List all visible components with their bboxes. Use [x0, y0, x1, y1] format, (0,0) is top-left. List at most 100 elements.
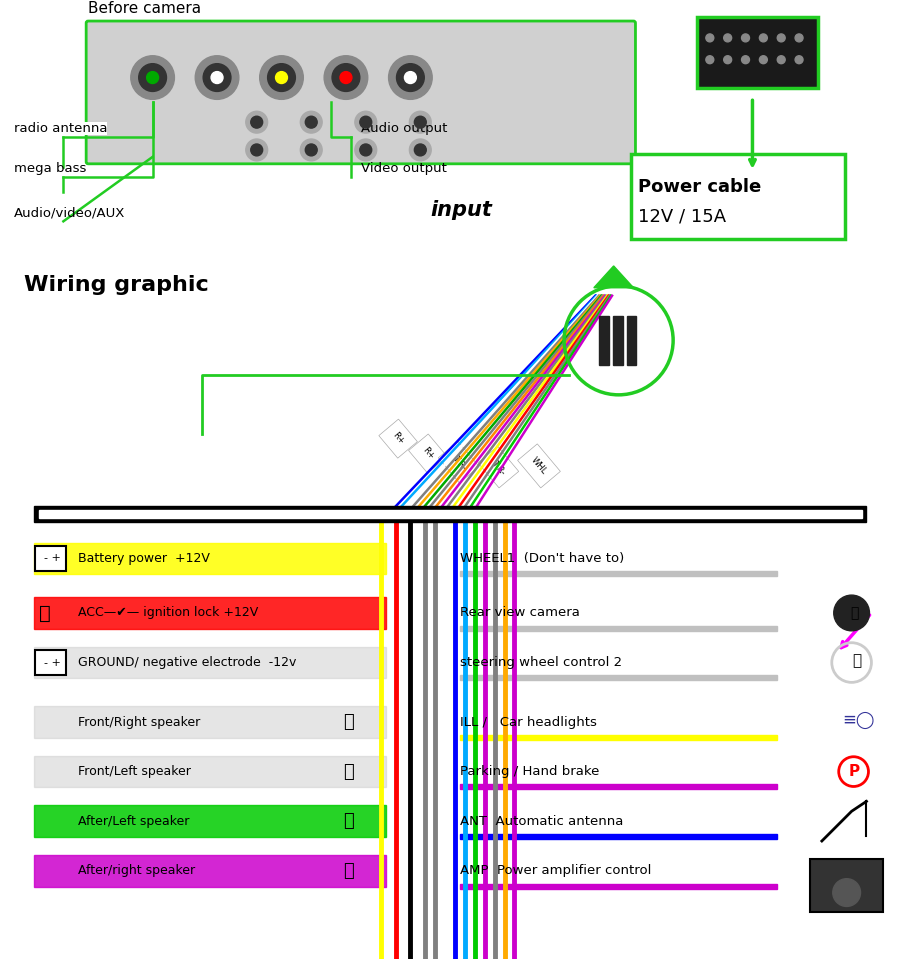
Text: Before camera: Before camera: [88, 1, 201, 16]
FancyBboxPatch shape: [696, 17, 817, 88]
Text: radio antenna: radio antenna: [14, 122, 107, 135]
FancyBboxPatch shape: [35, 546, 67, 572]
Circle shape: [832, 878, 860, 906]
Text: ACC—✔— ignition lock +12V: ACC—✔— ignition lock +12V: [78, 606, 258, 620]
Bar: [34, 646, 385, 678]
Text: - +: - +: [44, 658, 60, 667]
Text: 🔊: 🔊: [343, 812, 353, 830]
Text: ≡◯: ≡◯: [842, 711, 874, 729]
Bar: [34, 854, 385, 887]
Circle shape: [195, 56, 239, 100]
Bar: [34, 706, 385, 737]
Text: P: P: [848, 764, 859, 779]
Text: Audio output: Audio output: [361, 122, 446, 135]
Text: R+: R+: [390, 431, 405, 446]
Bar: [459, 626, 776, 631]
Circle shape: [409, 139, 431, 161]
Text: 🔊: 🔊: [343, 713, 353, 731]
Circle shape: [794, 56, 803, 63]
Circle shape: [404, 72, 416, 83]
Circle shape: [130, 56, 174, 100]
Text: Wiring graphic: Wiring graphic: [24, 274, 209, 294]
Bar: [599, 316, 608, 365]
Text: After/right speaker: After/right speaker: [78, 864, 195, 877]
Circle shape: [246, 111, 267, 133]
Text: Rear view camera: Rear view camera: [459, 606, 579, 620]
Circle shape: [833, 596, 868, 631]
FancyBboxPatch shape: [630, 153, 844, 239]
Text: Front/Right speaker: Front/Right speaker: [78, 715, 200, 729]
Circle shape: [360, 144, 372, 156]
Text: T R-: T R-: [449, 453, 466, 471]
Text: WHEEL1  (Don't have to): WHEEL1 (Don't have to): [459, 552, 623, 565]
Circle shape: [138, 63, 167, 91]
Circle shape: [794, 34, 803, 42]
Circle shape: [409, 111, 431, 133]
Circle shape: [388, 56, 432, 100]
Text: mega bass: mega bass: [14, 162, 86, 175]
Text: After/Left speaker: After/Left speaker: [78, 815, 189, 828]
Text: input: input: [430, 200, 492, 221]
Text: WHL: WHL: [528, 456, 548, 477]
Bar: [34, 806, 385, 837]
FancyBboxPatch shape: [86, 21, 635, 164]
Text: 🎡: 🎡: [851, 653, 860, 668]
Circle shape: [354, 139, 376, 161]
Circle shape: [705, 34, 713, 42]
Circle shape: [305, 144, 317, 156]
Bar: [34, 597, 385, 629]
Circle shape: [267, 63, 295, 91]
Bar: [38, 510, 861, 518]
Bar: [612, 316, 622, 365]
Circle shape: [354, 111, 376, 133]
Bar: [626, 316, 636, 365]
Text: ILL /   Car headlights: ILL / Car headlights: [459, 715, 596, 729]
Polygon shape: [593, 266, 633, 288]
Text: T R-: T R-: [489, 458, 507, 477]
Circle shape: [300, 111, 322, 133]
Text: Battery power  +12V: Battery power +12V: [78, 552, 210, 565]
Circle shape: [759, 34, 766, 42]
Text: 🔊: 🔊: [343, 762, 353, 781]
Circle shape: [203, 63, 230, 91]
Bar: [459, 675, 776, 680]
Circle shape: [741, 56, 749, 63]
Text: Parking / Hand brake: Parking / Hand brake: [459, 765, 599, 778]
Text: Power cable: Power cable: [638, 177, 761, 196]
Circle shape: [723, 34, 731, 42]
Circle shape: [147, 72, 159, 83]
Circle shape: [275, 72, 287, 83]
Text: GROUND/ negative electrode  -12v: GROUND/ negative electrode -12v: [78, 656, 296, 669]
Circle shape: [260, 56, 303, 100]
Text: 12V / 15A: 12V / 15A: [638, 207, 726, 225]
Text: 🔊: 🔊: [343, 862, 353, 879]
Circle shape: [705, 56, 713, 63]
Text: - +: - +: [44, 553, 60, 564]
Circle shape: [360, 116, 372, 129]
Circle shape: [210, 72, 223, 83]
Circle shape: [251, 144, 262, 156]
Bar: [459, 883, 776, 889]
Text: Audio/video/AUX: Audio/video/AUX: [14, 206, 125, 220]
Text: 🚗: 🚗: [38, 603, 50, 622]
Circle shape: [323, 56, 367, 100]
Circle shape: [414, 144, 425, 156]
Text: Front/Left speaker: Front/Left speaker: [78, 765, 191, 778]
Text: ANT  Automatic antenna: ANT Automatic antenna: [459, 815, 622, 828]
Circle shape: [414, 116, 425, 129]
Text: 📷: 📷: [849, 606, 858, 620]
Bar: [459, 834, 776, 839]
Text: R+: R+: [420, 446, 435, 461]
Bar: [34, 756, 385, 787]
Text: Video output: Video output: [361, 162, 446, 175]
Circle shape: [300, 139, 322, 161]
Text: AMP  Power amplifier control: AMP Power amplifier control: [459, 864, 650, 877]
Circle shape: [251, 116, 262, 129]
Circle shape: [246, 139, 267, 161]
Circle shape: [741, 34, 749, 42]
Circle shape: [305, 116, 317, 129]
Circle shape: [723, 56, 731, 63]
Circle shape: [340, 72, 352, 83]
Bar: [459, 572, 776, 576]
Circle shape: [332, 63, 360, 91]
